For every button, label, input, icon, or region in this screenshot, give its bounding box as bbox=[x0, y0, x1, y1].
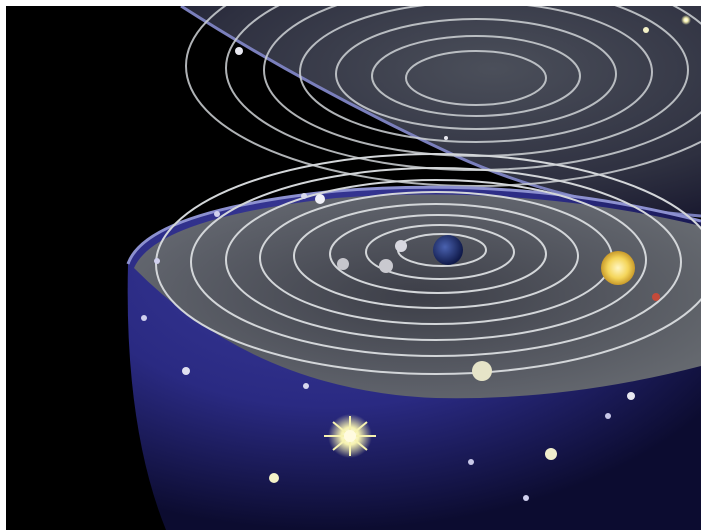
lower-hemisphere-bowl bbox=[126, 153, 701, 530]
venus-icon bbox=[337, 258, 349, 270]
mars-icon bbox=[652, 293, 660, 301]
celestial-spheres-illustration bbox=[126, 6, 701, 530]
mercury-icon bbox=[379, 259, 393, 273]
celestial-spheres-scene bbox=[6, 6, 701, 530]
fixed-stars bbox=[141, 193, 635, 501]
moon-icon bbox=[395, 240, 407, 252]
sun-icon bbox=[601, 251, 635, 285]
jupiter-icon bbox=[472, 361, 492, 381]
upper-hemisphere-lid bbox=[180, 6, 701, 218]
earth-icon bbox=[433, 235, 463, 265]
